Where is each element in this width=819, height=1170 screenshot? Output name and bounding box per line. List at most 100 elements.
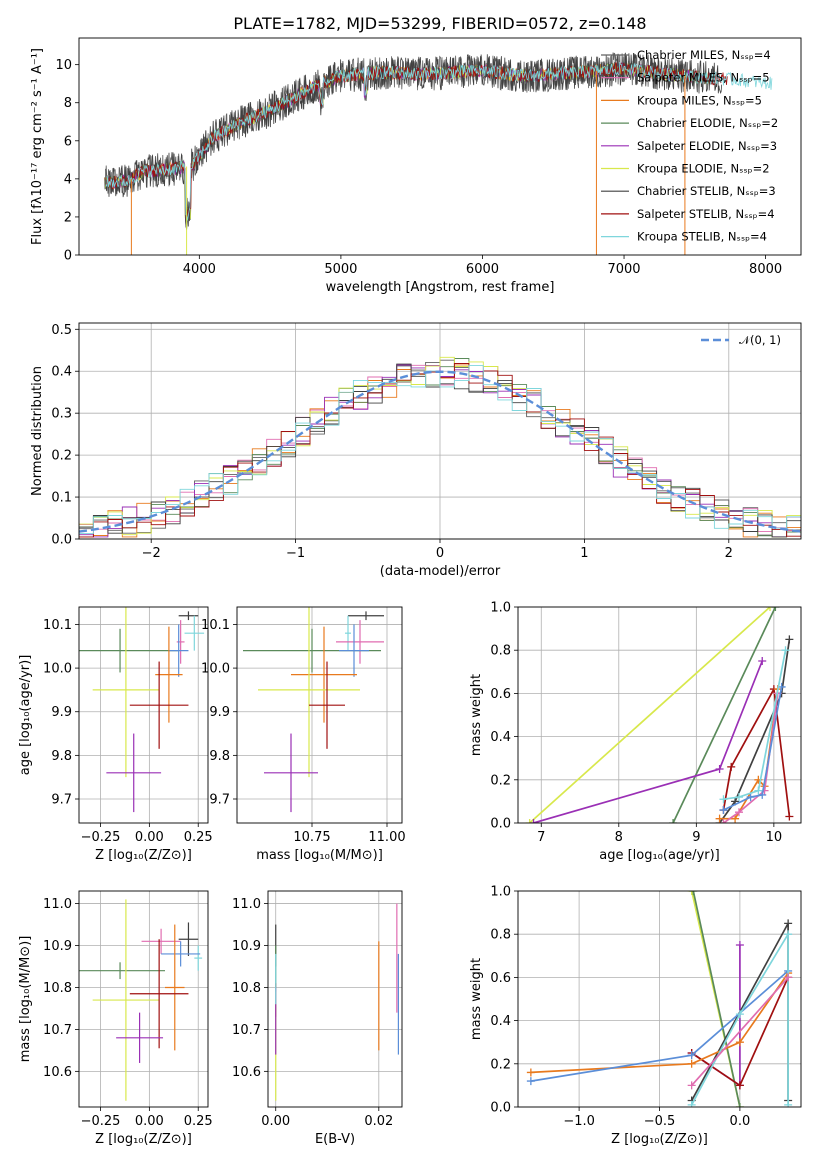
y-tick-label: 9.8: [209, 749, 230, 764]
age_vs_mass-plot-area: [243, 607, 384, 813]
x-axis-label: age [log₁₀(age/yr)]: [599, 848, 720, 863]
y-tick-label: 0.6: [490, 971, 511, 986]
series-line: [105, 52, 723, 230]
legend-entry: Salpeter STELIB, Nₛₛₚ=4: [637, 207, 775, 221]
data-point: [194, 945, 203, 971]
residuals-panel: −2 −1 0 1 2 0.0 0.1 0.2 0.3 0.4 0.5 (data-model)/er…: [30, 322, 802, 579]
x-tick-label: −0.5: [644, 1114, 676, 1129]
plus-marker: [669, 819, 678, 823]
spectrum-plot-area: [104, 52, 773, 255]
y-tick-label: 9.9: [51, 705, 72, 720]
data-point: [168, 624, 189, 677]
x-tick-label: 8: [615, 830, 623, 845]
x-tick-label: 2: [725, 546, 733, 561]
y-tick-label: 0.0: [490, 817, 511, 832]
plus-marker: [715, 814, 724, 823]
weight_vs_age-frame: [517, 606, 802, 824]
weight_vs_Z-frame: [517, 890, 802, 1108]
data-point: [184, 615, 205, 651]
x-tick-label: 0.00: [135, 1114, 164, 1129]
spectrum-frame: [78, 37, 802, 256]
y-tick-label: 10.6: [43, 1065, 72, 1080]
series-line: [692, 891, 741, 1107]
data-point: [178, 611, 199, 621]
plus-marker: [687, 1081, 696, 1090]
series-line: [105, 62, 773, 221]
y-tick-label: 2: [64, 210, 72, 225]
legend-entry: Salpeter ELODIE, Nₛₛₚ=3: [637, 139, 777, 153]
plus-marker: [785, 812, 794, 821]
mass_vs_Z-frame: [78, 890, 209, 1108]
y-tick-label: 10.9: [43, 939, 72, 954]
legend-entry: Kroupa STELIB, Nₛₛₚ=4: [637, 230, 767, 244]
plus-marker: [784, 930, 793, 939]
age_vs_Z-panel: −0.25 0.00 0.25 9.7 9.8 9.9 10.0 10.1 Z [log₁₀(Z…: [18, 606, 213, 863]
x-axis-label: Z [log₁₀(Z/Z⊙)]: [95, 848, 192, 863]
data-point: [336, 620, 384, 664]
y-tick-label: 0.1: [51, 491, 72, 506]
plus-marker: [715, 765, 724, 773]
x-tick-label: 8000: [749, 262, 782, 277]
plus-marker: [734, 808, 743, 817]
series-line: [105, 61, 728, 217]
weight_vs_Z-plot-area: [526, 891, 793, 1107]
y-tick-label: 0.4: [490, 730, 511, 745]
series-line: [691, 945, 741, 1087]
x-tick-label: 10: [766, 830, 783, 845]
x-tick-label: 0.25: [184, 830, 213, 845]
data-point: [264, 733, 318, 813]
y-tick-label: 9.7: [51, 793, 72, 808]
y-tick-label: 10.1: [43, 618, 72, 633]
x-tick-label: 11.00: [368, 830, 405, 845]
data-point: [79, 962, 165, 980]
mass_vs_Z-plot-area: [79, 899, 203, 1101]
x-axis-label: Z [log₁₀(Z/Z⊙)]: [95, 1132, 192, 1147]
data-point: [291, 626, 357, 723]
x-tick-label: 7: [537, 830, 545, 845]
data-point: [339, 624, 369, 677]
x-tick-label: −1: [286, 546, 305, 561]
series-line: [723, 650, 787, 801]
data-point: [161, 941, 201, 967]
y-tick-label: 8: [64, 96, 72, 111]
y-tick-label: 9.9: [209, 705, 230, 720]
data-point: [309, 661, 345, 749]
x-tick-label: 10.75: [293, 830, 330, 845]
series-line: [104, 61, 706, 221]
plus-marker: [687, 1059, 696, 1068]
y-tick-label: 0.5: [51, 323, 72, 338]
y-axis-label: age [log₁₀(age/yr)]: [18, 655, 33, 776]
data-point: [129, 661, 189, 749]
x-tick-label: 0.02: [364, 1114, 393, 1129]
plus-marker: [754, 786, 763, 795]
data-point: [165, 924, 185, 1051]
weight_vs_age-plot-area: [525, 607, 794, 823]
y-tick-label: 4: [64, 172, 72, 187]
y-axis-label: Normed distribution: [30, 366, 45, 496]
chart-title: PLATE=1782, MJD=53299, FIBERID=0572, z=0…: [233, 14, 646, 33]
data-point: [129, 939, 189, 1049]
series-line: [723, 686, 783, 811]
y-tick-label: 0: [64, 249, 72, 264]
y-tick-label: 0.8: [490, 644, 511, 659]
data-point: [348, 611, 384, 621]
y-tick-label: 6: [64, 134, 72, 149]
y-tick-label: 0.2: [51, 449, 72, 464]
series-line: [105, 62, 716, 219]
legend-entry: 𝒩(0, 1): [739, 333, 781, 347]
y-tick-label: 0.0: [490, 1101, 511, 1116]
y-tick-label: 10.0: [43, 662, 72, 677]
x-tick-label: 4000: [183, 262, 216, 277]
plus-marker: [731, 814, 740, 823]
y-tick-label: 9.8: [51, 749, 72, 764]
y-tick-label: 9.7: [209, 793, 230, 808]
y-tick-label: 0.8: [490, 928, 511, 943]
data-point: [106, 733, 162, 813]
y-axis-label: Flux [fλ10⁻¹⁷ erg cm⁻² s⁻¹ A⁻¹]: [30, 48, 45, 245]
data-point: [258, 607, 360, 778]
data-point: [176, 620, 185, 664]
y-tick-label: 10: [55, 58, 72, 73]
y-tick-label: 0.2: [490, 1057, 511, 1072]
mass_vs_Z-panel: −0.25 0.00 0.25 10.6 10.7 10.8 10.9 11.0 Z [log₁…: [18, 890, 213, 1147]
x-tick-label: −0.25: [81, 830, 121, 845]
